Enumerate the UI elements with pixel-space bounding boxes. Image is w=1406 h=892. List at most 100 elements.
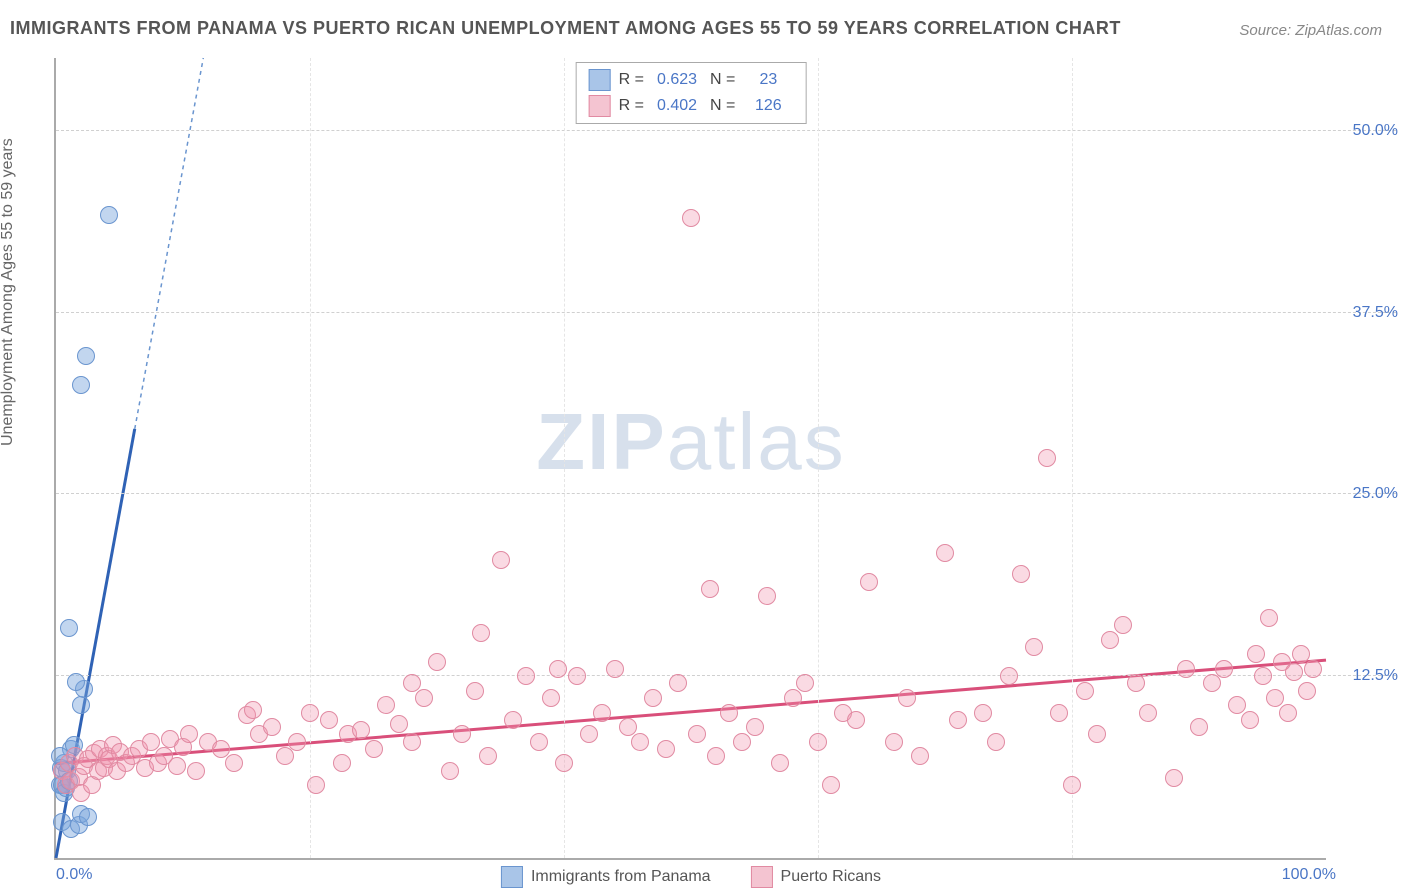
point-puerto-rican bbox=[1088, 725, 1106, 743]
point-puerto-rican bbox=[320, 711, 338, 729]
point-puerto-rican bbox=[758, 587, 776, 605]
chart-container: IMMIGRANTS FROM PANAMA VS PUERTO RICAN U… bbox=[0, 0, 1406, 892]
swatch-panama-icon bbox=[501, 866, 523, 888]
point-puerto-rican bbox=[415, 689, 433, 707]
point-puerto-rican bbox=[733, 733, 751, 751]
point-puerto-rican bbox=[631, 733, 649, 751]
point-puerto-rican bbox=[771, 754, 789, 772]
series-legend: Immigrants from Panama Puerto Ricans bbox=[501, 866, 881, 888]
source-name: ZipAtlas.com bbox=[1295, 22, 1382, 39]
point-puerto-rican bbox=[555, 754, 573, 772]
point-puerto-rican bbox=[1165, 769, 1183, 787]
legend-row-puerto-rican: R = 0.402 N = 126 bbox=[589, 93, 794, 119]
y-tick-label: 50.0% bbox=[1353, 122, 1398, 140]
point-puerto-rican bbox=[657, 740, 675, 758]
point-puerto-rican bbox=[1000, 667, 1018, 685]
point-puerto-rican bbox=[441, 762, 459, 780]
point-panama bbox=[72, 696, 90, 714]
legend-item-puerto-rican: Puerto Ricans bbox=[751, 866, 882, 888]
point-puerto-rican bbox=[1247, 645, 1265, 663]
swatch-puerto-rican bbox=[589, 95, 611, 117]
point-puerto-rican bbox=[809, 733, 827, 751]
point-puerto-rican bbox=[530, 733, 548, 751]
chart-title: IMMIGRANTS FROM PANAMA VS PUERTO RICAN U… bbox=[10, 18, 1121, 39]
point-puerto-rican bbox=[1266, 689, 1284, 707]
point-puerto-rican bbox=[644, 689, 662, 707]
point-puerto-rican bbox=[276, 747, 294, 765]
point-puerto-rican bbox=[936, 544, 954, 562]
point-puerto-rican bbox=[352, 721, 370, 739]
point-puerto-rican bbox=[784, 689, 802, 707]
y-axis-label: Unemployment Among Ages 55 to 59 years bbox=[0, 138, 17, 446]
point-puerto-rican bbox=[492, 551, 510, 569]
point-puerto-rican bbox=[1254, 667, 1272, 685]
point-puerto-rican bbox=[911, 747, 929, 765]
point-puerto-rican bbox=[1292, 645, 1310, 663]
point-puerto-rican bbox=[1241, 711, 1259, 729]
point-puerto-rican bbox=[212, 740, 230, 758]
point-puerto-rican bbox=[1076, 682, 1094, 700]
r-value-puerto-rican: 0.402 bbox=[652, 97, 702, 115]
x-tick-max: 100.0% bbox=[1282, 866, 1336, 884]
swatch-panama bbox=[589, 69, 611, 91]
n-label: N = bbox=[710, 97, 735, 115]
point-puerto-rican bbox=[619, 718, 637, 736]
swatch-puerto-rican-icon bbox=[751, 866, 773, 888]
point-puerto-rican bbox=[707, 747, 725, 765]
point-puerto-rican bbox=[504, 711, 522, 729]
x-tick-min: 0.0% bbox=[56, 866, 92, 884]
n-value-panama: 23 bbox=[743, 71, 793, 89]
point-puerto-rican bbox=[187, 762, 205, 780]
y-gridline bbox=[56, 675, 1396, 676]
point-puerto-rican bbox=[1215, 660, 1233, 678]
legend-item-panama: Immigrants from Panama bbox=[501, 866, 711, 888]
point-puerto-rican bbox=[688, 725, 706, 743]
point-puerto-rican bbox=[403, 733, 421, 751]
point-puerto-rican bbox=[847, 711, 865, 729]
r-label: R = bbox=[619, 97, 644, 115]
source-prefix: Source: bbox=[1239, 22, 1295, 39]
point-puerto-rican bbox=[472, 624, 490, 642]
point-panama bbox=[77, 347, 95, 365]
r-label: R = bbox=[619, 71, 644, 89]
point-puerto-rican bbox=[168, 757, 186, 775]
y-gridline bbox=[56, 312, 1396, 313]
point-puerto-rican bbox=[244, 701, 262, 719]
point-puerto-rican bbox=[1304, 660, 1322, 678]
point-puerto-rican bbox=[1038, 449, 1056, 467]
watermark-bold: ZIP bbox=[536, 397, 666, 486]
point-puerto-rican bbox=[746, 718, 764, 736]
y-gridline bbox=[56, 493, 1396, 494]
point-puerto-rican bbox=[987, 733, 1005, 751]
point-puerto-rican bbox=[1203, 674, 1221, 692]
watermark: ZIPatlas bbox=[536, 396, 845, 488]
legend-label-puerto-rican: Puerto Ricans bbox=[781, 868, 882, 886]
point-puerto-rican bbox=[1177, 660, 1195, 678]
point-puerto-rican bbox=[225, 754, 243, 772]
point-puerto-rican bbox=[1190, 718, 1208, 736]
source-attribution: Source: ZipAtlas.com bbox=[1239, 22, 1382, 39]
x-gridline bbox=[564, 58, 565, 858]
point-panama bbox=[67, 673, 85, 691]
point-puerto-rican bbox=[682, 209, 700, 227]
point-puerto-rican bbox=[365, 740, 383, 758]
point-puerto-rican bbox=[542, 689, 560, 707]
legend-label-panama: Immigrants from Panama bbox=[531, 868, 711, 886]
point-puerto-rican bbox=[1025, 638, 1043, 656]
point-puerto-rican bbox=[453, 725, 471, 743]
point-puerto-rican bbox=[822, 776, 840, 794]
point-puerto-rican bbox=[466, 682, 484, 700]
y-tick-label: 25.0% bbox=[1353, 485, 1398, 503]
plot-area: ZIPatlas R = 0.623 N = 23 R = 0.402 N = … bbox=[54, 58, 1326, 860]
point-puerto-rican bbox=[949, 711, 967, 729]
point-puerto-rican bbox=[1298, 682, 1316, 700]
point-puerto-rican bbox=[1050, 704, 1068, 722]
point-puerto-rican bbox=[428, 653, 446, 671]
point-puerto-rican bbox=[885, 733, 903, 751]
x-gridline bbox=[310, 58, 311, 858]
point-puerto-rican bbox=[796, 674, 814, 692]
point-puerto-rican bbox=[1127, 674, 1145, 692]
point-puerto-rican bbox=[860, 573, 878, 591]
point-puerto-rican bbox=[669, 674, 687, 692]
y-gridline bbox=[56, 130, 1396, 131]
